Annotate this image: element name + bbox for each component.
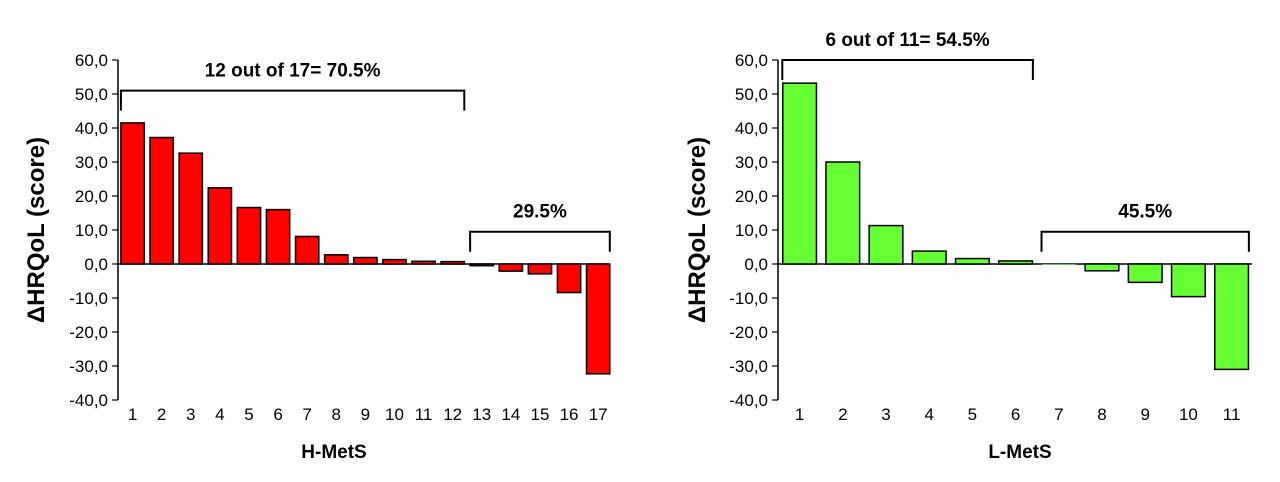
x-tick-label: 2 bbox=[838, 405, 847, 424]
bar-7 bbox=[1041, 264, 1076, 265]
bar-1 bbox=[782, 82, 818, 265]
x-tick-label: 8 bbox=[1097, 405, 1106, 424]
x-tick-label: 17 bbox=[589, 405, 608, 424]
x-tick-label: 5 bbox=[968, 405, 977, 424]
y-tick-label: 20,0 bbox=[75, 187, 108, 206]
x-tick-label: 3 bbox=[186, 405, 195, 424]
x-tick-label: 11 bbox=[1223, 405, 1241, 424]
bar-2 bbox=[149, 136, 175, 265]
annotation-bracket bbox=[781, 59, 1034, 80]
y-tick-label: 0,0 bbox=[84, 255, 108, 274]
y-tick-label: 20,0 bbox=[735, 187, 768, 206]
annotation-label: 12 out of 17= 70.5% bbox=[205, 61, 381, 82]
bar-1 bbox=[120, 122, 145, 265]
y-tick-label: -30,0 bbox=[729, 357, 768, 376]
x-tick-label: 2 bbox=[157, 405, 166, 424]
annotation-bracket bbox=[119, 89, 466, 111]
bar-5 bbox=[954, 257, 990, 265]
bar-7 bbox=[294, 235, 320, 265]
annotation-label: 45.5% bbox=[1118, 202, 1172, 223]
x-tick-label: 16 bbox=[560, 405, 579, 424]
bar-10 bbox=[382, 258, 407, 265]
x-axis-title: L-MetS bbox=[988, 442, 1051, 463]
bar-10 bbox=[1170, 263, 1206, 298]
x-tick-label: 14 bbox=[501, 405, 520, 424]
y-tick-label: -20,0 bbox=[729, 323, 768, 342]
y-axis-title: ΔHRQoL (score) bbox=[23, 137, 50, 323]
y-tick-label: -40,0 bbox=[729, 391, 768, 410]
x-tick-label: 6 bbox=[273, 405, 282, 424]
x-tick-label: 10 bbox=[1179, 405, 1198, 424]
y-tick-label: 60,0 bbox=[75, 51, 108, 70]
bar-5 bbox=[236, 206, 262, 265]
x-tick-label: 13 bbox=[472, 405, 491, 424]
bar-14 bbox=[498, 263, 524, 272]
y-tick-label: -30,0 bbox=[69, 357, 108, 376]
bar-6 bbox=[265, 208, 291, 265]
bar-15 bbox=[527, 263, 553, 275]
x-tick-label: 1 bbox=[128, 405, 137, 424]
x-tick-label: 7 bbox=[302, 405, 311, 424]
bar-11 bbox=[1214, 263, 1250, 371]
y-tick-label: 10,0 bbox=[735, 221, 768, 240]
bar-9 bbox=[1127, 263, 1163, 284]
x-tick-label: 9 bbox=[361, 405, 370, 424]
annotation-bracket bbox=[469, 230, 611, 252]
bar-6 bbox=[998, 260, 1034, 265]
chart-panel-l-mets: 60,0 50,0 40,0 30,0 20,0 10,0 0,0 -10,0 -20,0 -30… bbox=[684, 30, 1252, 463]
bar-2 bbox=[825, 161, 861, 265]
bar-4 bbox=[207, 187, 233, 265]
x-tick-label: 15 bbox=[530, 405, 549, 424]
bar-3 bbox=[178, 152, 204, 265]
y-tick-label: 50,0 bbox=[75, 85, 108, 104]
x-tick-label: 5 bbox=[244, 405, 253, 424]
y-tick-label: -40,0 bbox=[69, 391, 108, 410]
y-tick-label: 40,0 bbox=[75, 119, 108, 138]
bar-16 bbox=[556, 263, 582, 294]
y-tick-label: -10,0 bbox=[69, 289, 108, 308]
y-tick-label: 60,0 bbox=[735, 51, 768, 70]
y-tick-label: 40,0 bbox=[735, 119, 768, 138]
x-tick-label: 1 bbox=[795, 405, 804, 424]
x-tick-label: 9 bbox=[1140, 405, 1149, 424]
bar-8 bbox=[323, 254, 349, 265]
annotation-label: 6 out of 11= 54.5% bbox=[825, 30, 989, 51]
x-tick-label: 12 bbox=[443, 405, 462, 424]
x-tick-label: 4 bbox=[215, 405, 224, 424]
bar-12 bbox=[440, 260, 466, 265]
x-tick-label: 6 bbox=[1011, 405, 1020, 424]
y-tick-label: 50,0 bbox=[735, 85, 768, 104]
y-tick-label: -10,0 bbox=[729, 289, 768, 308]
x-tick-label: 10 bbox=[385, 405, 404, 424]
bar-11 bbox=[411, 260, 436, 265]
bar-17 bbox=[585, 263, 611, 375]
y-tick-label: 30,0 bbox=[735, 153, 768, 172]
y-tick-label: 30,0 bbox=[75, 153, 108, 172]
bar-9 bbox=[352, 256, 378, 265]
x-tick-label: 3 bbox=[881, 405, 890, 424]
annotation-label: 29.5% bbox=[513, 202, 567, 223]
y-axis-title: ΔHRQoL (score) bbox=[684, 137, 711, 323]
y-tick-label: 10,0 bbox=[75, 221, 108, 240]
bar-8 bbox=[1084, 263, 1120, 272]
y-tick-label: 0,0 bbox=[744, 255, 768, 274]
annotation-bracket bbox=[1040, 230, 1250, 252]
bar-3 bbox=[868, 224, 904, 265]
x-tick-label: 8 bbox=[332, 405, 341, 424]
bar-13 bbox=[469, 263, 495, 267]
x-tick-label: 7 bbox=[1054, 405, 1063, 424]
x-tick-label: 4 bbox=[924, 405, 933, 424]
chart-panel-h-mets: 60,0 50,0 40,0 30,0 20,0 10,0 0,0 -10,0 -20,0 -30… bbox=[23, 51, 611, 463]
x-tick-label: 11 bbox=[415, 405, 433, 424]
x-axis-title: H-MetS bbox=[301, 442, 366, 463]
bar-4 bbox=[911, 250, 947, 265]
y-tick-label: -20,0 bbox=[69, 323, 108, 342]
